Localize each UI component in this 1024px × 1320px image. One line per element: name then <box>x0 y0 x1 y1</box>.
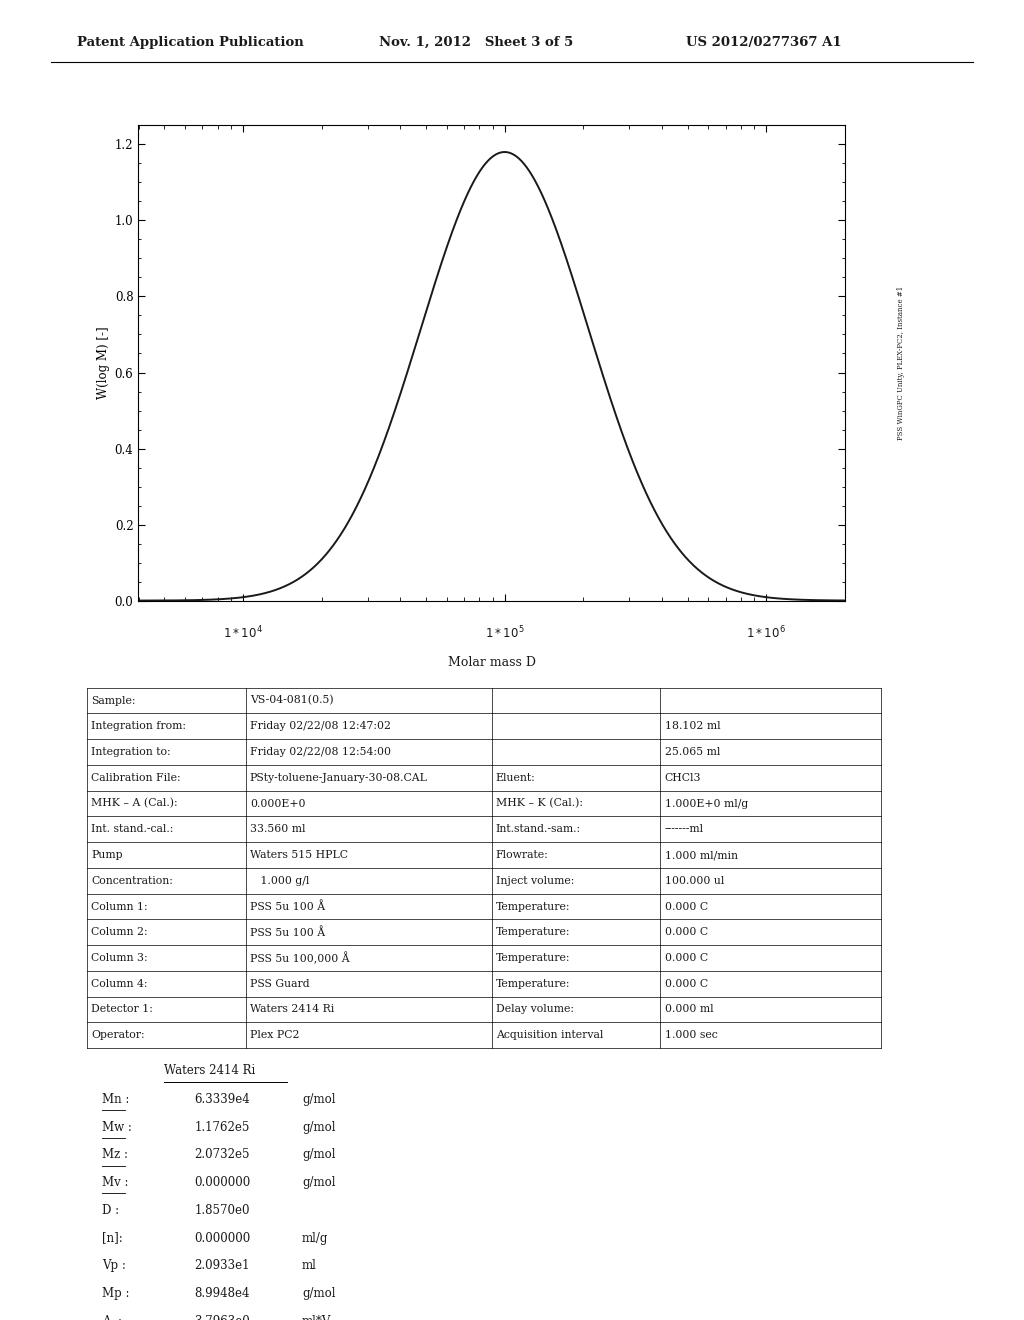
Text: Temperature:: Temperature: <box>496 953 570 964</box>
Text: 2.0732e5: 2.0732e5 <box>195 1148 250 1162</box>
Text: ml/g: ml/g <box>302 1232 329 1245</box>
Text: 1.000 sec: 1.000 sec <box>665 1030 718 1040</box>
Text: 0.000000: 0.000000 <box>195 1176 251 1189</box>
Text: A  :: A : <box>102 1315 123 1320</box>
Text: Mn :: Mn : <box>102 1093 130 1106</box>
Text: g/mol: g/mol <box>302 1176 336 1189</box>
Text: Acquisition interval: Acquisition interval <box>496 1030 603 1040</box>
Text: 8.9948e4: 8.9948e4 <box>195 1287 250 1300</box>
Text: 1.1762e5: 1.1762e5 <box>195 1121 250 1134</box>
Text: g/mol: g/mol <box>302 1121 336 1134</box>
Text: Nov. 1, 2012   Sheet 3 of 5: Nov. 1, 2012 Sheet 3 of 5 <box>379 36 573 49</box>
Text: Waters 2414 Ri: Waters 2414 Ri <box>164 1064 255 1077</box>
Text: 6.3339e4: 6.3339e4 <box>195 1093 250 1106</box>
Text: PSty-toluene-January-30-08.CAL: PSty-toluene-January-30-08.CAL <box>250 772 428 783</box>
Text: US 2012/0277367 A1: US 2012/0277367 A1 <box>686 36 842 49</box>
Text: Vp :: Vp : <box>102 1259 126 1272</box>
Text: 0.000000: 0.000000 <box>195 1232 251 1245</box>
Text: Mw :: Mw : <box>102 1121 132 1134</box>
Text: Detector 1:: Detector 1: <box>91 1005 153 1015</box>
Text: Int. stand.-cal.:: Int. stand.-cal.: <box>91 824 173 834</box>
Text: 100.000 ul: 100.000 ul <box>665 875 724 886</box>
Y-axis label: W(log M) [-]: W(log M) [-] <box>97 326 111 400</box>
Text: PSS Guard: PSS Guard <box>250 978 309 989</box>
Text: PSS 5u 100 Å: PSS 5u 100 Å <box>250 927 325 937</box>
Text: VS-04-081(0.5): VS-04-081(0.5) <box>250 696 334 706</box>
Text: 0.000 C: 0.000 C <box>665 953 708 964</box>
Text: Int.stand.-sam.:: Int.stand.-sam.: <box>496 824 581 834</box>
Text: Concentration:: Concentration: <box>91 875 173 886</box>
Text: g/mol: g/mol <box>302 1093 336 1106</box>
Text: 0.000 ml: 0.000 ml <box>665 1005 713 1015</box>
Text: ml*V: ml*V <box>302 1315 332 1320</box>
Text: Friday 02/22/08 12:54:00: Friday 02/22/08 12:54:00 <box>250 747 391 758</box>
Text: Mp :: Mp : <box>102 1287 130 1300</box>
Text: 33.560 ml: 33.560 ml <box>250 824 305 834</box>
Text: $1*10^5$: $1*10^5$ <box>484 624 524 642</box>
Text: Friday 02/22/08 12:47:02: Friday 02/22/08 12:47:02 <box>250 721 391 731</box>
Text: Column 3:: Column 3: <box>91 953 147 964</box>
Text: [n]:: [n]: <box>102 1232 123 1245</box>
Text: g/mol: g/mol <box>302 1148 336 1162</box>
Text: Pump: Pump <box>91 850 123 861</box>
Text: -------ml: -------ml <box>665 824 703 834</box>
Text: Column 4:: Column 4: <box>91 978 147 989</box>
Text: Mv :: Mv : <box>102 1176 129 1189</box>
Text: CHCl3: CHCl3 <box>665 772 701 783</box>
Text: Plex PC2: Plex PC2 <box>250 1030 299 1040</box>
Text: Inject volume:: Inject volume: <box>496 875 574 886</box>
Text: MHK – A (Cal.):: MHK – A (Cal.): <box>91 799 178 809</box>
Text: Waters 515 HPLC: Waters 515 HPLC <box>250 850 348 861</box>
Text: 25.065 ml: 25.065 ml <box>665 747 720 758</box>
Text: 1.000 g/l: 1.000 g/l <box>250 875 309 886</box>
Text: 3.7963e0: 3.7963e0 <box>195 1315 250 1320</box>
Text: MHK – K (Cal.):: MHK – K (Cal.): <box>496 799 583 809</box>
Text: Temperature:: Temperature: <box>496 978 570 989</box>
Text: 2.0933e1: 2.0933e1 <box>195 1259 250 1272</box>
Text: Column 1:: Column 1: <box>91 902 147 912</box>
Text: $1*10^6$: $1*10^6$ <box>746 624 786 642</box>
Text: PSS 5u 100,000 Å: PSS 5u 100,000 Å <box>250 952 349 965</box>
Text: Integration to:: Integration to: <box>91 747 171 758</box>
Text: 0.000 C: 0.000 C <box>665 978 708 989</box>
Text: Mz :: Mz : <box>102 1148 128 1162</box>
Text: Column 2:: Column 2: <box>91 927 147 937</box>
Text: 18.102 ml: 18.102 ml <box>665 721 720 731</box>
Text: Patent Application Publication: Patent Application Publication <box>77 36 303 49</box>
Text: PSS WinGPC Unity, PLEX-PC2, Instance #1: PSS WinGPC Unity, PLEX-PC2, Instance #1 <box>897 286 905 440</box>
Text: Sample:: Sample: <box>91 696 135 706</box>
Text: 0.000E+0: 0.000E+0 <box>250 799 305 809</box>
Text: PSS 5u 100 Å: PSS 5u 100 Å <box>250 902 325 912</box>
Text: Delay volume:: Delay volume: <box>496 1005 573 1015</box>
Text: Operator:: Operator: <box>91 1030 144 1040</box>
Text: Eluent:: Eluent: <box>496 772 536 783</box>
Text: 1.000 ml/min: 1.000 ml/min <box>665 850 737 861</box>
Text: 0.000 C: 0.000 C <box>665 902 708 912</box>
Text: 1.8570e0: 1.8570e0 <box>195 1204 250 1217</box>
Text: 1.000E+0 ml/g: 1.000E+0 ml/g <box>665 799 748 809</box>
Text: Temperature:: Temperature: <box>496 927 570 937</box>
Text: Temperature:: Temperature: <box>496 902 570 912</box>
Text: Integration from:: Integration from: <box>91 721 186 731</box>
Text: ml: ml <box>302 1259 317 1272</box>
Text: 0.000 C: 0.000 C <box>665 927 708 937</box>
Text: D :: D : <box>102 1204 120 1217</box>
Text: g/mol: g/mol <box>302 1287 336 1300</box>
Text: Flowrate:: Flowrate: <box>496 850 549 861</box>
Text: Waters 2414 Ri: Waters 2414 Ri <box>250 1005 334 1015</box>
Text: Molar mass D: Molar mass D <box>447 656 536 669</box>
Text: $1*10^4$: $1*10^4$ <box>223 624 263 642</box>
Text: Calibration File:: Calibration File: <box>91 772 181 783</box>
